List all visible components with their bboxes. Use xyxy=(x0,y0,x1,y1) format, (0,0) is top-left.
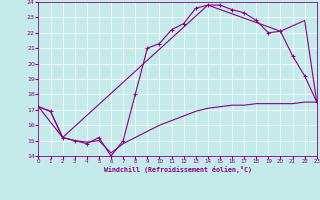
X-axis label: Windchill (Refroidissement éolien,°C): Windchill (Refroidissement éolien,°C) xyxy=(104,166,252,173)
